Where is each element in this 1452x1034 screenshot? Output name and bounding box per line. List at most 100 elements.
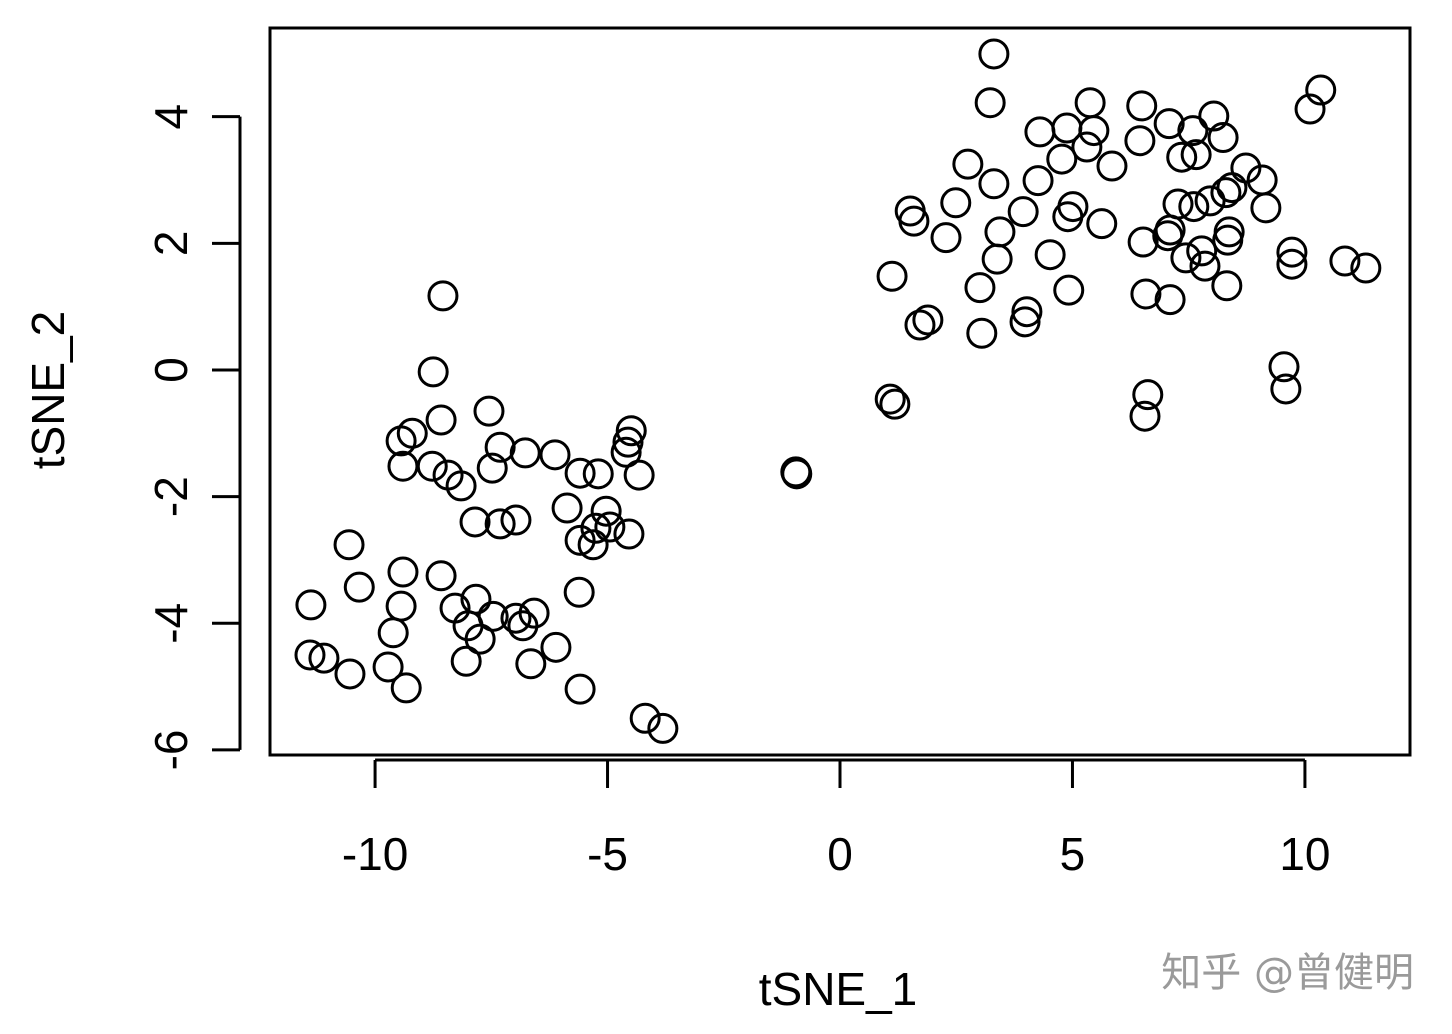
- point: [1034, 239, 1066, 271]
- point: [981, 243, 1013, 275]
- point: [1186, 235, 1218, 267]
- point: [294, 639, 326, 671]
- point: [966, 317, 998, 349]
- point: [912, 304, 944, 336]
- point: [615, 415, 647, 447]
- point: [781, 458, 813, 490]
- point: [425, 560, 457, 592]
- point: [978, 38, 1010, 70]
- point: [1011, 296, 1043, 328]
- point: [1132, 379, 1164, 411]
- point: [459, 506, 491, 538]
- point: [623, 459, 655, 491]
- point: [1207, 122, 1239, 154]
- point: [1153, 108, 1185, 140]
- point: [377, 617, 409, 649]
- point: [964, 272, 996, 304]
- point: [500, 602, 532, 634]
- point: [563, 576, 595, 608]
- point: [1166, 141, 1198, 173]
- point: [1276, 248, 1308, 280]
- point: [1170, 242, 1202, 274]
- point: [1276, 236, 1308, 268]
- point: [580, 512, 612, 544]
- point: [1074, 87, 1106, 119]
- y-axis-label: tSNE_2: [22, 311, 74, 470]
- x-axis-label: tSNE_1: [759, 963, 918, 1015]
- point: [1189, 250, 1221, 282]
- point: [509, 437, 541, 469]
- x-tick-label: 0: [827, 828, 853, 880]
- x-tick-label: 10: [1279, 828, 1330, 880]
- point: [1071, 131, 1103, 163]
- point: [904, 309, 936, 341]
- point: [582, 458, 614, 490]
- point: [1053, 274, 1085, 306]
- point: [1022, 165, 1054, 197]
- watermark: 知乎 @曾健明: [1161, 950, 1414, 996]
- point: [974, 87, 1006, 119]
- point: [1024, 116, 1056, 148]
- x-tick-label: 5: [1060, 828, 1086, 880]
- point: [387, 556, 419, 588]
- point: [343, 571, 375, 603]
- point: [484, 431, 516, 463]
- point: [1127, 226, 1159, 258]
- point: [450, 645, 482, 677]
- point: [385, 425, 417, 457]
- y-tick-label: 4: [145, 104, 197, 130]
- y-tick-label: -4: [145, 603, 197, 644]
- y-tick-label: -6: [145, 729, 197, 770]
- point: [1213, 216, 1245, 248]
- point: [577, 529, 609, 561]
- point: [1124, 125, 1156, 157]
- y-tick-label: -2: [145, 476, 197, 517]
- point: [874, 383, 906, 415]
- point: [1194, 185, 1226, 217]
- point: [464, 623, 496, 655]
- point: [1078, 115, 1110, 147]
- point: [647, 712, 679, 744]
- point: [417, 356, 449, 388]
- point: [1096, 150, 1128, 182]
- point: [484, 508, 516, 540]
- point: [940, 187, 972, 219]
- point: [1052, 201, 1084, 233]
- point: [1126, 90, 1158, 122]
- point: [930, 222, 962, 254]
- point: [445, 470, 477, 502]
- point: [876, 260, 908, 292]
- point: [1177, 115, 1209, 147]
- point: [551, 492, 583, 524]
- point: [613, 518, 645, 550]
- point: [612, 426, 644, 458]
- point: [898, 205, 930, 237]
- point: [425, 404, 457, 436]
- point: [1250, 192, 1282, 224]
- point: [564, 524, 596, 556]
- point: [1178, 191, 1210, 223]
- point: [515, 648, 547, 680]
- point: [1180, 139, 1212, 171]
- x-tick-label: -10: [342, 828, 408, 880]
- point: [416, 450, 448, 482]
- point: [1129, 400, 1161, 432]
- point: [333, 529, 365, 561]
- point: [1009, 306, 1041, 338]
- point: [387, 450, 419, 482]
- point: [1350, 252, 1382, 284]
- point: [1305, 74, 1337, 106]
- point: [978, 168, 1010, 200]
- point: [1210, 177, 1242, 209]
- point: [879, 388, 911, 420]
- point: [984, 216, 1016, 248]
- point: [295, 589, 327, 621]
- point: [308, 642, 340, 674]
- point: [427, 280, 459, 312]
- point: [500, 504, 532, 536]
- point: [540, 631, 572, 663]
- point: [473, 395, 505, 427]
- point: [372, 651, 404, 683]
- point: [1162, 188, 1194, 220]
